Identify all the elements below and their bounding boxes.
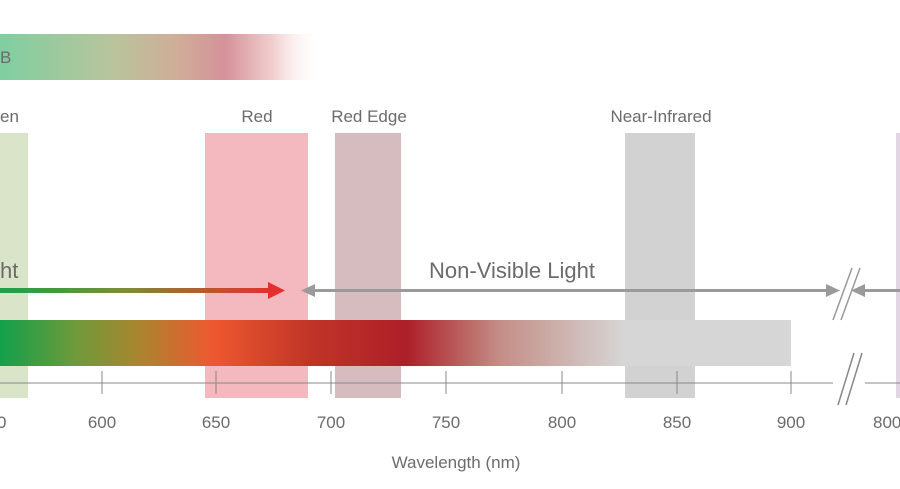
tick-label: 700 (317, 413, 345, 432)
non-visible-light-arrow (301, 284, 840, 297)
tick-label: 800 (873, 413, 900, 432)
tick-label: 800 (548, 413, 576, 432)
visible-light-arrow (0, 282, 285, 299)
non-visible-light-label: Non-Visible Light (429, 258, 595, 283)
wavelength-axis (0, 371, 900, 394)
rgb-bar (0, 34, 322, 80)
axis-break-marks (837, 352, 863, 406)
tick-label: 600 (88, 413, 116, 432)
band-label-near-infrared: Near-Infrared (610, 107, 711, 126)
tick-label: 750 (432, 413, 460, 432)
band-edge-right (896, 133, 900, 398)
band-label-red: Red (241, 107, 272, 126)
rgb-bar-label: B (0, 48, 11, 67)
band-label-green: en (0, 107, 19, 126)
tick-label: 900 (777, 413, 805, 432)
visible-light-label: ht (0, 258, 18, 283)
non-visible-light-arrow-right (851, 284, 900, 297)
arrow-break-marks (832, 267, 861, 321)
tick-label: 0 (0, 413, 6, 432)
axis-title: Wavelength (nm) (392, 453, 521, 472)
band-label-red-edge: Red Edge (331, 107, 407, 126)
spectrum-bar-nir (625, 320, 791, 366)
tick-label: 850 (663, 413, 691, 432)
spectrum-bar (0, 320, 625, 366)
tick-label: 650 (202, 413, 230, 432)
